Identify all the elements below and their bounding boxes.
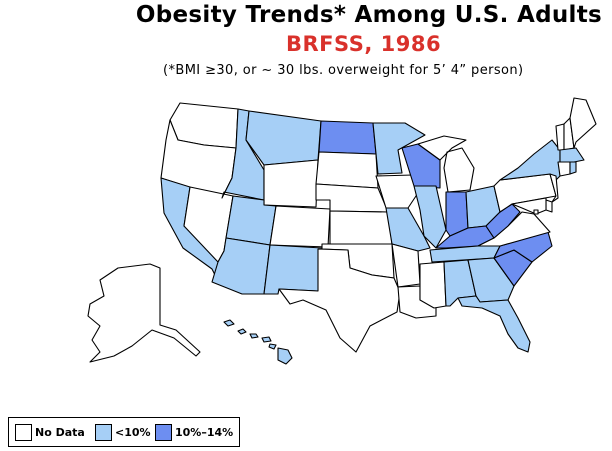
- states-layer: [87, 97, 597, 365]
- legend-label-10-14: 10%–14%: [175, 425, 234, 439]
- state-mississippi: [419, 261, 447, 309]
- state-nebraska: [315, 183, 389, 213]
- map-subtitle: BRFSS, 1986: [286, 32, 442, 56]
- state-south-dakota: [315, 151, 379, 189]
- state-connecticut: [557, 161, 571, 177]
- state-massachusetts: [559, 147, 585, 163]
- state-iowa: [375, 174, 421, 209]
- state-michigan: [417, 135, 475, 193]
- state-north-dakota: [318, 120, 377, 155]
- bmi-footnote: (*BMI ≥30, or ~ 30 lbs. overweight for 5…: [163, 63, 524, 78]
- legend-item-no-data: No Data: [15, 422, 85, 442]
- state-texas: [278, 248, 401, 353]
- map-legend: No Data <10% 10%–14%: [8, 417, 240, 447]
- legend-item-10-14: 10%–14%: [155, 422, 233, 442]
- legend-swatch-no-data: [15, 423, 32, 441]
- state-vermont: [555, 123, 565, 151]
- state-delaware: [545, 199, 553, 213]
- state-hawaii: [223, 319, 293, 365]
- legend-swatch-10-14: [155, 423, 172, 441]
- state-wisconsin: [401, 143, 441, 189]
- state-new-mexico: [263, 244, 323, 295]
- legend-label-under-10: <10%: [115, 425, 151, 439]
- state-colorado: [269, 205, 331, 248]
- state-florida: [457, 295, 531, 353]
- state-maine: [569, 97, 597, 149]
- state-montana: [245, 110, 322, 166]
- map-title: Obesity Trends* Among U.S. Adults: [135, 2, 602, 28]
- legend-item-under-10: <10%: [95, 422, 151, 442]
- state-rhode-island: [569, 161, 577, 175]
- state-new-jersey: [549, 173, 559, 203]
- state-wyoming: [263, 159, 319, 208]
- state-arkansas: [391, 243, 421, 288]
- legend-label-no-data: No Data: [35, 425, 85, 439]
- state-district-of-columbia: [533, 209, 539, 215]
- state-alaska: [87, 263, 201, 363]
- state-kansas: [329, 210, 393, 245]
- state-minnesota: [372, 122, 426, 175]
- legend-swatch-under-10: [95, 423, 112, 441]
